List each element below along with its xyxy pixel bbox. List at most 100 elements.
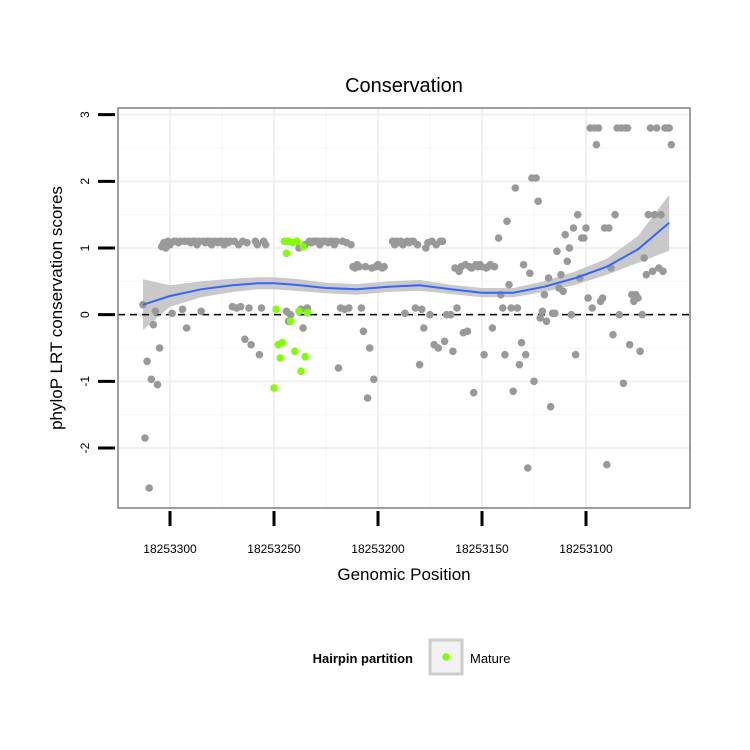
point-precursor bbox=[236, 302, 245, 311]
point-precursor bbox=[565, 244, 574, 252]
point-precursor bbox=[417, 305, 426, 314]
data-points bbox=[139, 124, 676, 492]
smooth-line bbox=[142, 221, 670, 306]
point-precursor bbox=[542, 317, 551, 326]
point-precursor bbox=[469, 388, 478, 397]
point-precursor bbox=[345, 304, 353, 312]
legend: Hairpin partition Mature bbox=[313, 638, 510, 676]
point-precursor bbox=[546, 402, 555, 411]
point-precursor bbox=[573, 210, 582, 219]
point-precursor bbox=[615, 310, 624, 319]
point-mature bbox=[291, 347, 299, 356]
point-precursor bbox=[532, 174, 540, 182]
point-precursor bbox=[513, 304, 522, 312]
point-precursor bbox=[567, 310, 576, 319]
point-precursor bbox=[178, 305, 187, 314]
point-precursor bbox=[571, 350, 580, 359]
point-precursor bbox=[611, 210, 619, 219]
point-precursor bbox=[515, 360, 524, 369]
point-precursor bbox=[332, 237, 341, 246]
point-precursor bbox=[569, 224, 578, 232]
point-precursor bbox=[401, 309, 409, 318]
point-precursor bbox=[619, 379, 628, 388]
point-precursor bbox=[380, 262, 389, 271]
point-mature bbox=[272, 305, 280, 314]
x-tick-label: 18253100 bbox=[559, 542, 613, 556]
point-precursor bbox=[247, 340, 255, 349]
point-precursor bbox=[363, 394, 372, 402]
point-precursor bbox=[582, 224, 590, 232]
point-precursor bbox=[490, 262, 499, 271]
point-precursor bbox=[168, 309, 176, 318]
point-mature bbox=[278, 338, 287, 347]
point-precursor bbox=[667, 140, 676, 149]
x-tick-label: 18253150 bbox=[455, 542, 509, 556]
point-precursor bbox=[634, 294, 642, 302]
point-precursor bbox=[447, 310, 455, 319]
point-precursor bbox=[517, 338, 526, 347]
point-precursor bbox=[334, 364, 343, 372]
point-precursor bbox=[286, 310, 295, 319]
y-tick-label: 0 bbox=[78, 311, 92, 318]
point-precursor bbox=[557, 270, 565, 279]
point-precursor bbox=[551, 309, 559, 318]
point-precursor bbox=[151, 307, 160, 316]
point-precursor bbox=[434, 344, 443, 352]
point-precursor bbox=[642, 270, 651, 279]
point-precursor bbox=[657, 210, 665, 219]
point-precursor bbox=[241, 335, 249, 344]
point-precursor bbox=[511, 184, 520, 192]
point-precursor bbox=[355, 262, 364, 271]
point-mature bbox=[286, 317, 295, 326]
x-tick-label: 18253200 bbox=[351, 542, 405, 556]
point-precursor bbox=[499, 304, 507, 312]
smooth-trend-line bbox=[142, 221, 670, 306]
point-precursor bbox=[594, 124, 603, 132]
point-mature bbox=[276, 354, 285, 362]
point-precursor bbox=[370, 375, 378, 384]
point-precursor bbox=[243, 238, 251, 247]
point-precursor bbox=[411, 304, 420, 312]
point-precursor bbox=[559, 287, 567, 296]
point-precursor bbox=[588, 304, 596, 312]
point-precursor bbox=[494, 234, 503, 242]
y-tick-label: 3 bbox=[78, 111, 92, 118]
point-precursor bbox=[245, 304, 253, 312]
point-precursor bbox=[553, 247, 561, 256]
point-precursor bbox=[480, 350, 488, 359]
point-precursor bbox=[365, 344, 374, 352]
point-precursor bbox=[143, 357, 151, 366]
point-precursor bbox=[507, 304, 515, 312]
y-tick-label: -1 bbox=[78, 376, 92, 387]
point-mature bbox=[301, 352, 310, 361]
point-precursor bbox=[580, 234, 588, 242]
legend-key-mature bbox=[442, 653, 450, 661]
point-precursor bbox=[636, 347, 644, 356]
point-precursor bbox=[197, 307, 205, 316]
point-precursor bbox=[155, 344, 164, 352]
point-precursor bbox=[646, 124, 655, 132]
point-precursor bbox=[544, 274, 553, 282]
point-precursor bbox=[253, 240, 262, 249]
x-axis-title: Genomic Position bbox=[337, 565, 470, 584]
point-precursor bbox=[638, 310, 646, 319]
y-tick-label: 1 bbox=[78, 244, 92, 251]
y-tick-label: -2 bbox=[78, 442, 92, 453]
point-mature bbox=[303, 308, 312, 317]
point-precursor bbox=[361, 262, 370, 271]
y-axis-title: phyloP LRT conservation scores bbox=[47, 186, 66, 430]
point-mature bbox=[295, 307, 303, 316]
point-mature bbox=[299, 242, 307, 251]
point-precursor bbox=[420, 324, 428, 332]
point-precursor bbox=[648, 267, 657, 276]
point-precursor bbox=[603, 460, 611, 469]
point-precursor bbox=[521, 350, 530, 359]
point-precursor bbox=[598, 294, 607, 302]
point-precursor bbox=[530, 377, 538, 386]
point-precursor bbox=[415, 360, 424, 369]
point-precursor bbox=[503, 217, 511, 226]
point-precursor bbox=[359, 327, 368, 336]
point-precursor bbox=[650, 210, 659, 219]
point-precursor bbox=[563, 257, 572, 266]
